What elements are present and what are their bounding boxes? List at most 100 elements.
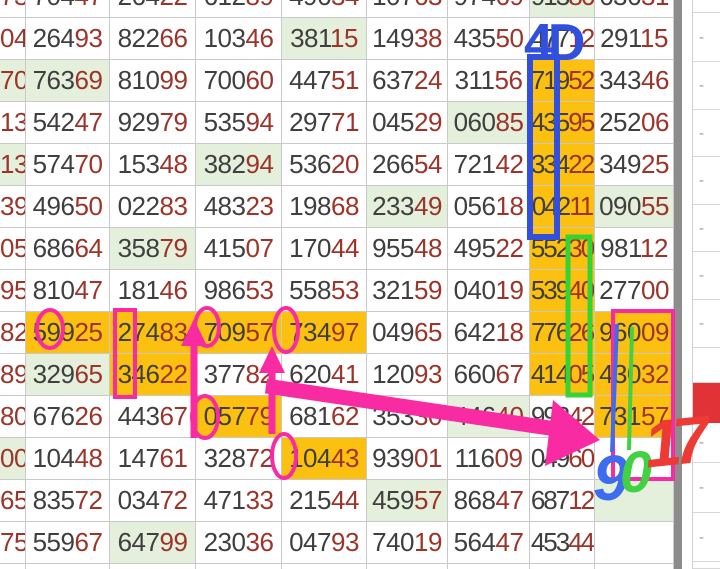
number-cell: 67626	[26, 396, 110, 438]
number-cell: 04965	[367, 312, 448, 354]
side-panel-cell: -	[693, 423, 720, 463]
number-cell: 55967	[26, 522, 110, 564]
number-cell: 82	[0, 312, 26, 354]
number-cell: 68712	[530, 480, 595, 522]
number-cell: 41405	[530, 354, 595, 396]
number-cell: 65	[0, 480, 26, 522]
side-panel-cell: -	[693, 110, 720, 157]
number-cell	[530, 564, 595, 569]
number-cell: 53940	[530, 270, 595, 312]
scrollbar[interactable]	[674, 0, 682, 569]
number-cell: 33422	[530, 144, 595, 186]
number-cell: 05618	[448, 186, 530, 228]
number-cell: 10443	[282, 438, 367, 480]
number-cell: 73	[0, 0, 26, 18]
number-cell: 35879	[110, 228, 196, 270]
number-cell: 10448	[26, 438, 110, 480]
number-cell: 43032	[595, 354, 674, 396]
number-cell: 34622	[110, 354, 196, 396]
number-cell: 27700	[595, 270, 674, 312]
number-cell: 54247	[26, 102, 110, 144]
number-cell	[196, 564, 282, 569]
number-cell: 27483	[110, 312, 196, 354]
number-cell: 86847	[448, 480, 530, 522]
number-cell: 29115	[595, 18, 674, 60]
number-cell: 55230	[530, 228, 595, 270]
table-row: 13 57470 15348 38294 53620 26654 72142 33422 349…	[0, 144, 674, 186]
number-cell: 03472	[110, 480, 196, 522]
number-cell: 14938	[367, 18, 448, 60]
number-cell: 04211	[530, 186, 595, 228]
number-cell: 04793	[282, 522, 367, 564]
number-cell: 23349	[367, 186, 448, 228]
number-cell: 17044	[282, 228, 367, 270]
number-cell: 70447	[26, 0, 110, 18]
number-cell: 48323	[196, 186, 282, 228]
number-cell: 70	[0, 60, 26, 102]
number-cell: 31156	[448, 60, 530, 102]
number-cell: 29771	[282, 102, 367, 144]
number-cell: 12093	[367, 354, 448, 396]
number-cell: 44640	[448, 396, 530, 438]
table-row: 80 67626 44367 05779 68162 35330 44640 99342 731…	[0, 396, 674, 438]
number-cell: 61289	[196, 0, 282, 18]
table-row: 05 68664 35879 41507 17044 95548 49522 55230 981…	[0, 228, 674, 270]
number-cell: 10346	[196, 18, 282, 60]
number-cell: 93901	[367, 438, 448, 480]
number-cell: 66067	[448, 354, 530, 396]
number-cell: 49522	[448, 228, 530, 270]
number-cell	[367, 564, 448, 569]
number-cell: 13	[0, 102, 26, 144]
numbers-table: 7370447264226128949634107639746991386636…	[0, 0, 674, 569]
number-cell: 70060	[196, 60, 282, 102]
number-cell: 89	[0, 354, 26, 396]
dash-mark: -	[699, 528, 704, 546]
table-row: 89 32965 34622 37782 62041 12093 66067 41405 430…	[0, 354, 674, 396]
number-cell: 75	[0, 522, 26, 564]
number-cell: 49650	[26, 186, 110, 228]
table-row: 70 76369 81099 70060 44751 63724 31156 71952 343…	[0, 60, 674, 102]
number-cell: 13	[0, 144, 26, 186]
number-cell	[595, 522, 674, 564]
number-cell: 44751	[282, 60, 367, 102]
number-cell: 05779	[196, 396, 282, 438]
number-cell: 80	[0, 396, 26, 438]
number-cell: 64799	[110, 522, 196, 564]
number-cell	[26, 564, 110, 569]
side-panel-cell: -	[693, 252, 720, 300]
number-cell: 70957	[196, 312, 282, 354]
side-panel-cell	[693, 348, 720, 383]
number-cell: 32965	[26, 354, 110, 396]
number-cell: 43595	[530, 102, 595, 144]
number-cell: 68162	[282, 396, 367, 438]
number-cell: 83572	[26, 480, 110, 522]
number-cell: 34925	[595, 144, 674, 186]
number-cell: 98112	[595, 228, 674, 270]
side-panel-red-cell	[693, 383, 720, 423]
number-cell: 45957	[367, 480, 448, 522]
dash-mark: -	[699, 172, 704, 189]
number-cell	[110, 564, 196, 569]
number-cell: 73497	[282, 312, 367, 354]
number-cell: 05	[0, 228, 26, 270]
table-row: 95 81047 18146 98653 55853 32159 04019 53940 277…	[0, 270, 674, 312]
side-panel-cell: -	[693, 300, 720, 348]
number-cell	[595, 564, 674, 569]
table-row: 65 83572 03472 47133 21544 45957 86847 68712	[0, 480, 674, 522]
number-cell: 04	[0, 18, 26, 60]
number-cell: 26493	[26, 18, 110, 60]
number-cell: 95	[0, 270, 26, 312]
number-cell: 39	[0, 186, 26, 228]
dash-mark: -	[699, 315, 704, 332]
side-panel: - - - - - - - - - -	[692, 0, 720, 569]
number-cell: 04019	[448, 270, 530, 312]
table-row: 82 59925 27483 70957 73497 04965 64218 77626 960…	[0, 312, 674, 354]
number-cell: 18146	[110, 270, 196, 312]
number-cell: 37782	[196, 354, 282, 396]
number-cell: 23036	[196, 522, 282, 564]
number-cell: 76369	[26, 60, 110, 102]
number-cell: 71952	[530, 60, 595, 102]
number-cell: 91386	[530, 0, 595, 18]
side-panel-cell: -	[693, 463, 720, 513]
